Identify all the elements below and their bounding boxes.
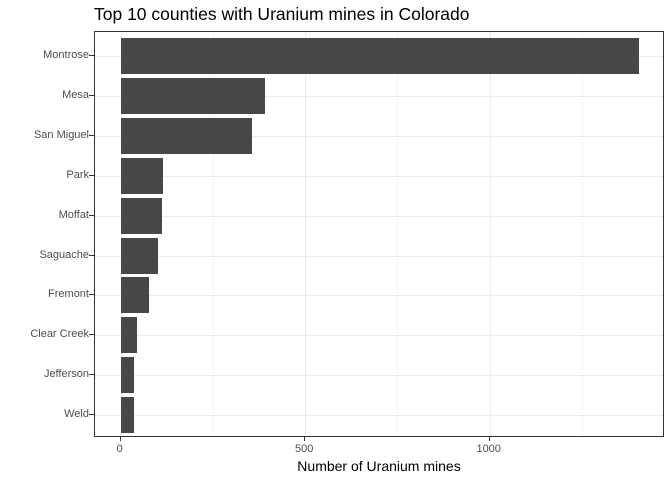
bar-saguache — [120, 237, 158, 274]
y-tick-label: Montrose — [43, 49, 89, 61]
y-tick-mark — [89, 134, 94, 136]
bar-mesa — [120, 77, 266, 114]
y-tick-label: Park — [66, 168, 89, 181]
x-tick-label: 1000 — [476, 443, 501, 455]
y-tick-mark — [89, 174, 94, 176]
y-tick-mark — [89, 55, 94, 56]
y-tick-label: San Miguel — [33, 128, 89, 141]
horizontal-gridline — [95, 255, 663, 257]
y-tick-label: Weld — [64, 408, 89, 421]
bar-fremont — [120, 277, 150, 314]
x-tick-mark — [304, 437, 306, 441]
y-tick-mark — [89, 294, 94, 296]
y-tick-label: Fremont — [48, 288, 89, 301]
horizontal-gridline — [95, 215, 663, 217]
x-axis-title: Number of Uranium mines — [297, 458, 461, 474]
y-tick-label: Mesa — [62, 88, 89, 101]
bar-weld — [120, 397, 134, 434]
bar-montrose — [120, 38, 640, 74]
horizontal-gridline — [95, 295, 663, 297]
chart-title: Top 10 counties with Uranium mines in Co… — [94, 4, 470, 24]
horizontal-gridline — [95, 175, 663, 177]
bar-park — [120, 157, 163, 194]
minor-gridline — [397, 32, 399, 436]
horizontal-gridline — [95, 375, 663, 377]
y-tick-mark — [89, 334, 94, 336]
plot-panel — [94, 31, 664, 437]
bar-san-miguel — [120, 117, 253, 154]
bar-moffat — [120, 197, 162, 234]
bar-jefferson — [120, 357, 134, 394]
major-gridline — [489, 32, 491, 436]
y-tick-mark — [89, 214, 94, 216]
y-tick-mark — [89, 94, 94, 96]
bar-clear-creek — [120, 317, 137, 354]
horizontal-gridline — [95, 415, 663, 417]
horizontal-gridline — [95, 135, 663, 137]
horizontal-gridline — [95, 335, 663, 337]
y-tick-mark — [89, 374, 94, 376]
y-tick-label: Clear Creek — [30, 328, 89, 341]
y-tick-label: Saguache — [39, 248, 89, 261]
x-tick-label: 0 — [116, 443, 123, 455]
x-tick-mark — [119, 437, 121, 441]
y-tick-label: Moffat — [58, 208, 89, 221]
major-gridline — [120, 32, 122, 436]
y-tick-mark — [89, 414, 94, 416]
minor-gridline — [581, 32, 583, 436]
major-gridline — [305, 32, 307, 436]
y-tick-label: Jefferson — [43, 368, 89, 381]
x-tick-mark — [488, 437, 490, 441]
y-tick-mark — [89, 254, 94, 256]
x-tick-label: 500 — [295, 443, 314, 455]
minor-gridline — [212, 32, 214, 436]
horizontal-gridline — [95, 95, 663, 97]
